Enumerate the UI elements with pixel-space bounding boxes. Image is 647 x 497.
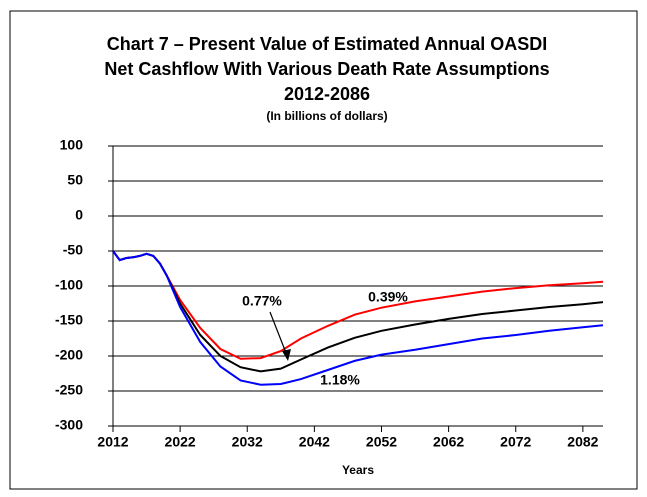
chart-border [9, 10, 638, 490]
y-tick-label: 100 [60, 137, 84, 153]
x-tick-label: 2022 [165, 434, 196, 450]
y-tick-label: -300 [55, 417, 83, 433]
x-tick-label: 2052 [366, 434, 397, 450]
chart-title-line2: Net Cashflow With Various Death Rate Ass… [104, 59, 549, 79]
x-tick-label: 2082 [567, 434, 598, 450]
y-tick-label: -250 [55, 382, 83, 398]
x-axis-label: Years [342, 463, 374, 477]
y-tick-label: 0 [75, 207, 83, 223]
x-tick-label: 2072 [500, 434, 531, 450]
annotation-arrowhead [282, 349, 291, 361]
x-tick-label: 2012 [97, 434, 128, 450]
chart-units: (In billions of dollars) [266, 109, 387, 123]
series-label: 1.18% [320, 372, 360, 388]
x-tick-label: 2032 [232, 434, 263, 450]
chart-subtitle: 2012-2086 [284, 84, 370, 104]
y-tick-label: 50 [67, 172, 83, 188]
series-label: 0.39% [368, 289, 408, 305]
x-tick-label: 2042 [299, 434, 330, 450]
x-tick-label: 2062 [433, 434, 464, 450]
y-tick-label: -200 [55, 347, 83, 363]
series-line [112, 250, 604, 373]
series-line [112, 250, 604, 386]
y-tick-label: -100 [55, 277, 83, 293]
y-tick-label: -50 [63, 242, 83, 258]
y-tick-label: -150 [55, 312, 83, 328]
series-line [112, 250, 604, 360]
chart-title: Chart 7 – Present Value of Estimated Ann… [107, 34, 547, 54]
series-label: 0.77% [242, 293, 282, 309]
